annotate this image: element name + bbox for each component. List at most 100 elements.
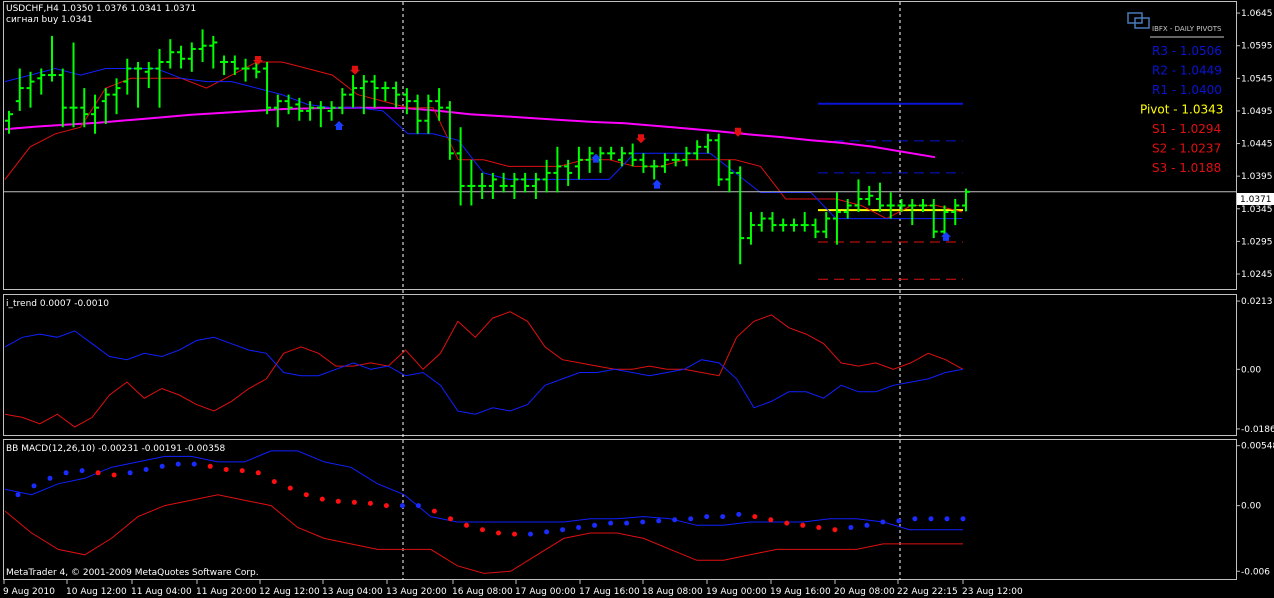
macd-dot — [31, 483, 37, 489]
ohlc-bar — [91, 94, 100, 134]
main-panel-frame — [3, 1, 1237, 290]
macd-dot — [175, 461, 181, 467]
ohlc-bar — [155, 48, 164, 108]
y-tick-label: 1.0545 — [1241, 74, 1273, 84]
ohlc-bar — [832, 192, 841, 245]
ohlc-bar — [660, 153, 669, 173]
ohlc-bar — [865, 185, 874, 206]
pivot-label: S3 - 1.0188 — [1152, 161, 1221, 175]
x-tick-label: 17 Aug 16:00 — [579, 587, 640, 597]
ohlc-bar — [349, 75, 358, 108]
pivot-label: R3 - 1.0506 — [1152, 44, 1222, 58]
y-tick-label: 1.0595 — [1241, 42, 1273, 52]
macd-dot — [704, 514, 710, 520]
pivot-labels: R3 - 1.0506 R2 - 1.0449 R1 - 1.0400 Pivot -… — [1140, 44, 1223, 175]
ohlc-bar — [736, 166, 745, 265]
ohlc-bar — [510, 172, 519, 199]
macd-dot — [239, 468, 245, 474]
macd-dot — [544, 529, 550, 535]
ohlc-bar — [15, 68, 24, 111]
macd-dot — [832, 527, 838, 533]
macd-dot — [496, 530, 501, 536]
x-tick-label: 18 Aug 08:00 — [642, 587, 703, 597]
ohlc-bar — [843, 198, 852, 219]
ohlc-bar — [80, 88, 89, 128]
macd-dot — [480, 527, 485, 533]
x-tick-label: 10 Aug 12:00 — [66, 587, 127, 597]
macd-dot — [752, 514, 758, 520]
ohlc-bar — [650, 159, 659, 180]
macd-dot — [720, 514, 726, 520]
y-tick-label: 1.0245 — [1241, 270, 1273, 280]
macd-dot — [688, 516, 694, 522]
ohlc-bar — [123, 58, 132, 95]
ohlc-bar — [241, 58, 250, 82]
trend-y-tick-label: -0.0186 — [1241, 425, 1274, 435]
x-tick-label: 13 Aug 20:00 — [386, 587, 447, 597]
y-tick-label: 1.0445 — [1241, 140, 1273, 150]
ohlc-bar — [746, 212, 755, 245]
trend-y-tick-label: 0.0213 — [1241, 297, 1273, 307]
x-tick-label: 19 Aug 00:00 — [706, 587, 767, 597]
macd-dot — [399, 503, 405, 509]
ohlc-bar — [252, 62, 261, 79]
i-trend-blue-line — [4, 330, 964, 415]
signal-text: сигнал buy 1.0341 — [6, 15, 93, 25]
macd-dot — [303, 492, 309, 498]
ohlc-bar — [639, 153, 648, 173]
macd-dot — [800, 522, 806, 528]
y-tick-label: 1.0645 — [1241, 9, 1273, 19]
trend-blue-line — [4, 67, 962, 220]
macd-dot — [79, 468, 85, 474]
macd-dot — [383, 503, 389, 509]
macd-panel-frame — [3, 439, 1237, 580]
macd-dot — [351, 499, 357, 505]
sell-arrow-icon — [636, 134, 646, 144]
macd-dot — [63, 470, 69, 476]
ohlc-bar — [177, 45, 186, 69]
macd-dot — [15, 492, 21, 498]
macd-dot — [464, 522, 469, 528]
ohlc-bar — [768, 212, 777, 232]
macd-dot — [207, 463, 213, 469]
macd-dot — [415, 503, 421, 509]
macd-dot — [159, 463, 165, 469]
macd-dot — [191, 461, 197, 467]
ohlc-bar — [381, 81, 390, 102]
ohlc-bar — [714, 133, 723, 186]
pivot-label: Pivot - 1.0343 — [1140, 103, 1223, 117]
ohlc-bar — [198, 29, 207, 63]
trend-panel-frame — [3, 294, 1237, 436]
buy-arrow-icon — [334, 120, 344, 130]
i-trend-red-line — [4, 311, 964, 428]
macd-lower-band — [4, 494, 963, 574]
ohlc-bar — [789, 218, 798, 232]
ohlc-bar — [435, 88, 444, 121]
i-trend-chart — [4, 311, 964, 428]
ohlc-bar — [327, 101, 336, 121]
bb-macd-chart — [4, 450, 966, 574]
trend-y-tick-label: 0.00 — [1241, 365, 1261, 375]
ohlc-bar — [338, 88, 347, 115]
macd-dot — [287, 485, 293, 491]
macd-dot — [864, 522, 870, 528]
ohlc-bar — [951, 198, 960, 226]
x-tick-label: 23 Aug 12:00 — [962, 587, 1023, 597]
ohlc-bar — [112, 78, 121, 115]
y-tick-label: 1.0495 — [1241, 107, 1273, 117]
ohlc-bar — [316, 101, 325, 128]
macd-dot — [816, 525, 822, 530]
macd-dot — [576, 525, 582, 530]
ohlc-bar — [230, 55, 239, 76]
ohlc-bar — [488, 172, 497, 199]
sell-arrow-icon — [733, 127, 743, 137]
ohlc-bar — [306, 101, 315, 121]
x-tick-label: 22 Aug 22:15 — [897, 587, 958, 597]
ohlc-bar — [553, 146, 562, 193]
y-tick-label: 1.0345 — [1241, 205, 1273, 215]
macd-dot — [896, 518, 902, 524]
macd-dot — [512, 531, 517, 537]
macd-dot — [960, 516, 966, 522]
ohlc-bar — [886, 192, 895, 219]
